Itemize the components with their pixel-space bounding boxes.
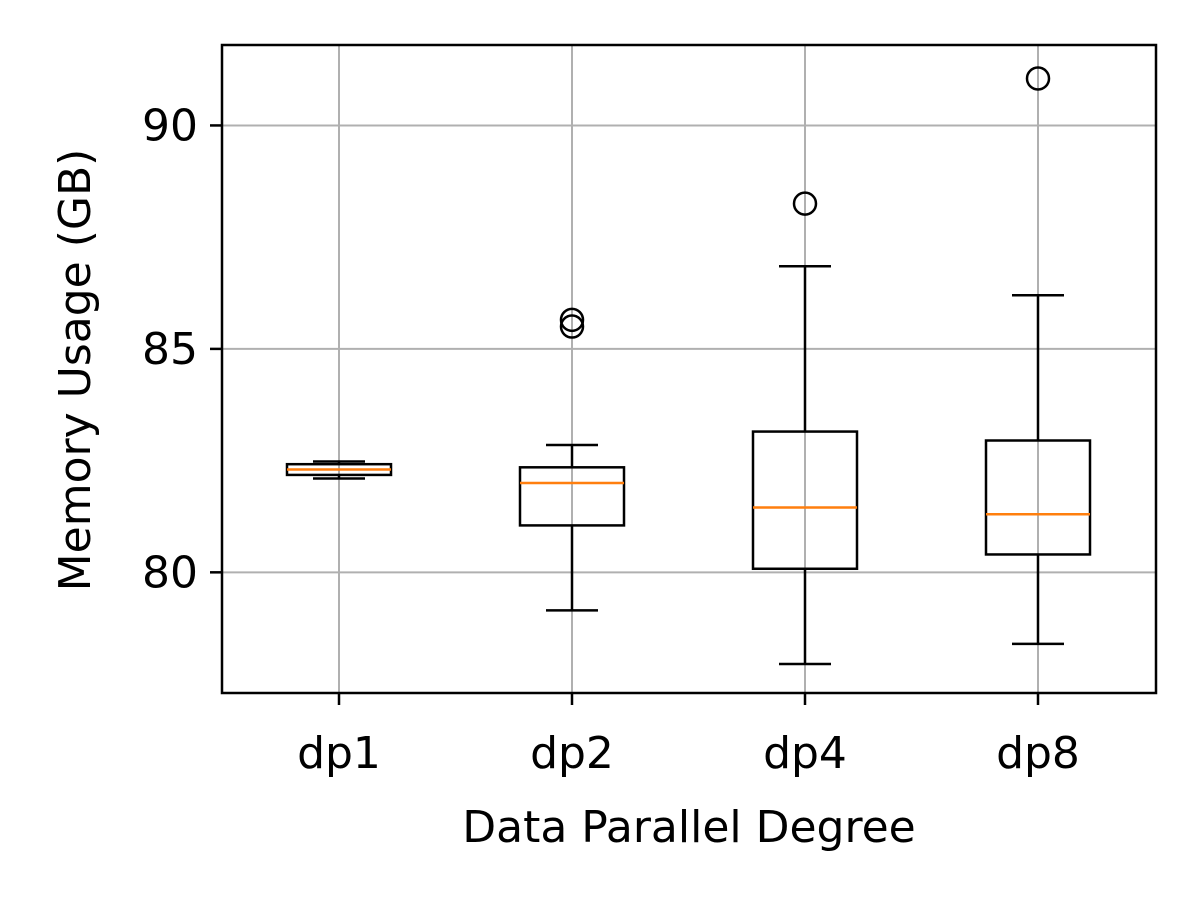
iqr-box xyxy=(984,439,1092,556)
iqr-box xyxy=(751,430,859,571)
x-tick-label: dp4 xyxy=(763,728,847,779)
x-tick-label: dp8 xyxy=(996,728,1080,779)
y-tick-label: 80 xyxy=(142,547,198,598)
x-tick-label: dp1 xyxy=(297,728,381,779)
x-axis-label: Data Parallel Degree xyxy=(462,802,916,853)
box-dp1 xyxy=(285,460,393,480)
y-tick-label: 85 xyxy=(142,324,198,375)
outlier-point xyxy=(559,307,585,333)
box-dp4 xyxy=(751,191,859,666)
box-dp8 xyxy=(984,66,1092,646)
outlier-point xyxy=(1025,66,1051,91)
outlier-point xyxy=(559,314,585,339)
grid-layer xyxy=(222,45,1156,693)
y-tick-label: 90 xyxy=(142,100,198,151)
iqr-box xyxy=(518,466,626,527)
outlier-point xyxy=(792,191,818,216)
box-layer xyxy=(285,66,1092,666)
box-dp2 xyxy=(518,307,626,612)
x-tick-label: dp2 xyxy=(530,728,614,779)
tick-layer: dp1 dp2 dp4 dp8 80 85 90 xyxy=(142,100,1080,779)
y-axis-label: Memory Usage (GB) xyxy=(50,149,101,592)
plot-frame xyxy=(220,43,1158,695)
